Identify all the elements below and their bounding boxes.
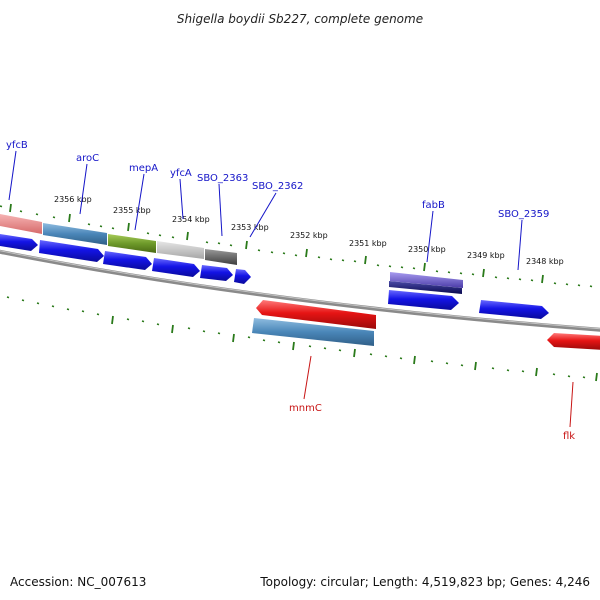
gene-label-SBO_2359[interactable]: SBO_2359 bbox=[498, 209, 549, 220]
cds-arrow-forward[interactable] bbox=[0, 234, 38, 251]
gene-label-fabB[interactable]: fabB bbox=[422, 200, 445, 211]
feature-block-lightgray[interactable] bbox=[157, 241, 204, 259]
feature-block-steelblue[interactable] bbox=[43, 223, 107, 245]
reverse-leader-lines bbox=[303, 355, 574, 428]
inner-scale-ticks bbox=[6, 296, 586, 379]
genome-backbone-highlight bbox=[0, 250, 600, 330]
cds-arrow-forward[interactable] bbox=[200, 265, 233, 281]
cds-arrow-forward[interactable] bbox=[479, 300, 549, 319]
feature-block-navy[interactable] bbox=[389, 281, 462, 294]
genome-summary-text: Topology: circular; Length: 4,519,823 bp… bbox=[259, 575, 590, 589]
scale-labels: 2356 kbp 2355 kbp 2354 kbp 2353 kbp 2352… bbox=[54, 195, 564, 266]
scale-label: 2352 kbp bbox=[290, 231, 328, 240]
forward-leader-lines bbox=[8, 150, 523, 271]
outer-scale-major-ticks bbox=[9, 203, 544, 284]
feature-block-salmon[interactable] bbox=[0, 214, 42, 234]
cds-arrow-forward[interactable] bbox=[152, 258, 200, 277]
gene-label-yfcA[interactable]: yfcA bbox=[170, 168, 192, 179]
reverse-gene-labels: mnmC flk bbox=[289, 403, 575, 442]
cds-arrow-forward[interactable] bbox=[234, 269, 251, 284]
scale-label: 2355 kbp bbox=[113, 206, 151, 215]
gene-label-SBO_2362[interactable]: SBO_2362 bbox=[252, 181, 303, 192]
feature-block-olive[interactable] bbox=[108, 234, 156, 253]
genome-backbone bbox=[0, 249, 600, 332]
cds-arrow-forward[interactable] bbox=[388, 290, 459, 310]
forward-feature-track bbox=[0, 214, 463, 294]
gene-label-aroC[interactable]: aroC bbox=[76, 153, 99, 164]
forward-gene-labels: yfcB aroC mepA yfcA SBO_2363 SBO_2362 fa… bbox=[6, 140, 549, 220]
cds-arrow-forward[interactable] bbox=[103, 251, 152, 270]
feature-block-slateblue[interactable] bbox=[390, 272, 463, 288]
inner-scale-major-ticks bbox=[111, 315, 598, 382]
scale-label: 2353 kbp bbox=[231, 223, 269, 232]
cds-arrow-forward[interactable] bbox=[39, 240, 104, 262]
accession-text: Accession: NC_007613 bbox=[10, 575, 146, 589]
cds-arrow-reverse[interactable] bbox=[547, 333, 600, 350]
gene-label-SBO_2363[interactable]: SBO_2363 bbox=[197, 173, 248, 184]
feature-block-steelblue-reverse[interactable] bbox=[252, 318, 374, 346]
scale-label: 2351 kbp bbox=[349, 239, 387, 248]
gene-label-yfcB[interactable]: yfcB bbox=[6, 140, 28, 151]
reverse-cds-track bbox=[252, 300, 600, 350]
gene-label-mepA[interactable]: mepA bbox=[129, 163, 158, 174]
feature-block-darkgray[interactable] bbox=[205, 249, 237, 265]
gene-label-mnmC[interactable]: mnmC bbox=[289, 403, 322, 414]
scale-label: 2356 kbp bbox=[54, 195, 92, 204]
map-title: Shigella boydii Sb227, complete genome bbox=[177, 12, 423, 26]
scale-label: 2349 kbp bbox=[467, 251, 505, 260]
scale-label: 2354 kbp bbox=[172, 215, 210, 224]
scale-label: 2348 kbp bbox=[526, 257, 564, 266]
forward-cds-track bbox=[0, 234, 549, 319]
outer-scale-ticks bbox=[0, 205, 593, 288]
cds-arrow-reverse[interactable] bbox=[256, 300, 376, 329]
scale-label: 2350 kbp bbox=[408, 245, 446, 254]
gene-label-flk[interactable]: flk bbox=[563, 431, 575, 442]
